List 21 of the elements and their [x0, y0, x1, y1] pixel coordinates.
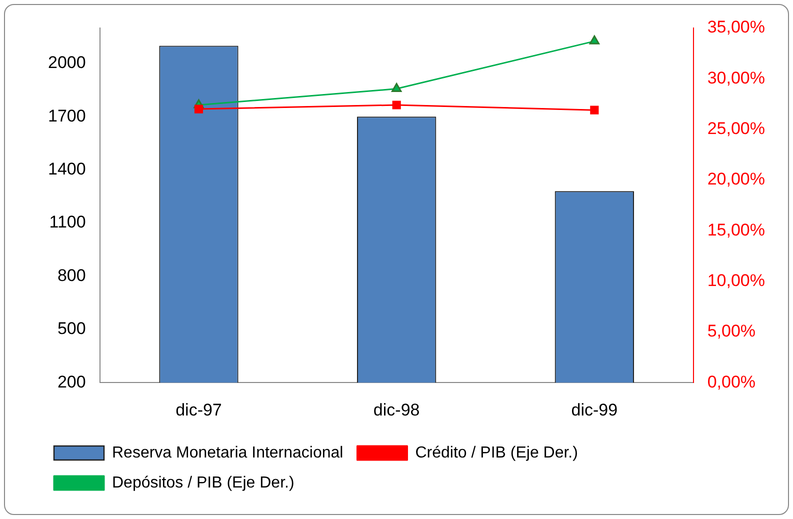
y-tick-label: 2000	[48, 53, 86, 72]
y2-tick-label: 30,00%	[707, 68, 766, 88]
y2-tick-label: 35,00%	[707, 18, 766, 37]
y-tick-label: 800	[57, 266, 86, 285]
y-tick-label: 500	[57, 319, 86, 338]
y-tick-label: 1100	[49, 212, 86, 232]
y-tick-label: 200	[57, 372, 86, 392]
legend-label: Depósitos / PIB (Eje Der.)	[112, 474, 294, 492]
y-tick-label: 1400	[48, 160, 86, 179]
y2-tick-label: 5,00%	[707, 322, 756, 341]
y2-tick-label: 20,00%	[707, 170, 766, 189]
legend-label: Reserva Monetaria Internacional	[112, 444, 344, 462]
y2-tick-label: 10,00%	[707, 270, 766, 290]
legend-label: Crédito / PIB (Eje Der.)	[415, 444, 578, 462]
x-tick-label: dic-97	[176, 400, 222, 420]
y2-tick-label: 0,00%	[707, 372, 756, 392]
y2-tick-label: 25,00%	[707, 119, 766, 138]
y2-tick-label: 15,00%	[707, 220, 766, 240]
y-tick-label: 1700	[48, 106, 86, 126]
x-tick-label: dic-98	[373, 400, 420, 420]
x-tick-label: dic-99	[571, 400, 618, 420]
